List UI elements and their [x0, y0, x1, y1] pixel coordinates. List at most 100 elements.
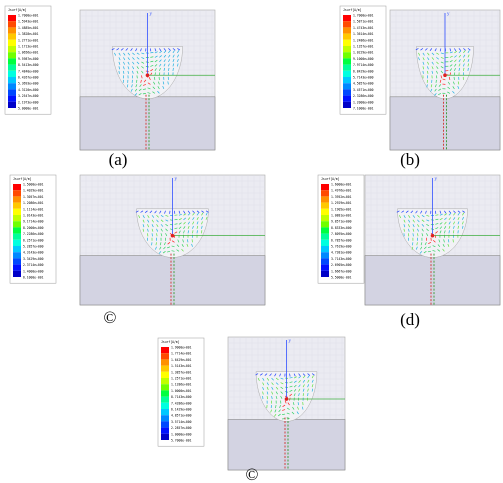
legend-value: 1.1114e+001 [23, 207, 44, 211]
legend-value: 1.2000e+000 [353, 100, 374, 104]
legend-value: 8.7143e+000 [171, 395, 192, 399]
substrate [390, 97, 500, 150]
legend-value: 9.8571e+000 [331, 220, 352, 224]
color-swatch [161, 421, 169, 427]
color-swatch [321, 227, 329, 233]
color-swatch [8, 77, 16, 83]
legend-value: 1.0143e+001 [23, 214, 44, 218]
legend-value: 2.1973e+000 [18, 100, 39, 104]
color-swatch [8, 89, 16, 95]
legend-value: 1.0229e+001 [353, 51, 374, 55]
legend-value: 3.2547e+000 [18, 94, 39, 98]
legend-value: 3.3429e+000 [23, 257, 44, 261]
legend-value: 1.3057e+001 [23, 195, 44, 199]
legend-title: Jsurf[A/m] [161, 340, 180, 344]
color-swatch [13, 240, 21, 246]
color-swatch [8, 40, 16, 46]
legend-value: 5.7000e-001 [171, 439, 192, 443]
legend-value: 8.2000e+000 [23, 226, 44, 230]
color-swatch [13, 209, 21, 215]
legend-value: 1.6429e+001 [171, 358, 192, 362]
color-swatch [8, 15, 16, 21]
color-swatch [8, 83, 16, 89]
color-swatch [321, 240, 329, 246]
legend-value: 5.0000e-001 [18, 107, 39, 111]
legend-value: 4.5857e+000 [353, 82, 374, 86]
color-swatch [343, 46, 351, 52]
legend-value: 1.2929e+001 [331, 201, 352, 205]
color-swatch [161, 366, 169, 372]
legend-value: 1.7000e+001 [18, 14, 39, 18]
legend-value: 2.6905e+000 [331, 263, 352, 267]
color-swatch [343, 52, 351, 58]
substrate [80, 97, 215, 150]
color-swatch [343, 96, 351, 102]
origin-marker [443, 73, 447, 77]
legend-value: 6.1000e-001 [23, 276, 44, 280]
caption: (b) [400, 150, 420, 169]
legend-value: 8.5413e+000 [18, 63, 39, 67]
legend-value: 1.1357e+001 [353, 45, 374, 49]
color-swatch [321, 196, 329, 202]
origin-marker [146, 73, 150, 77]
legend-value: 1.5943e+001 [18, 20, 39, 24]
simulation-view: y [228, 337, 345, 470]
color-swatch [321, 203, 329, 209]
color-swatch [343, 15, 351, 21]
color-swatch [8, 27, 16, 33]
legend-value: 7.9714e+000 [353, 63, 374, 67]
legend-value: 1.3952e+001 [331, 195, 352, 199]
legend: Jsurf[A/m]1.7000e+0011.5943e+0011.4885e+… [5, 6, 51, 114]
color-swatch [343, 89, 351, 95]
color-swatch [8, 102, 16, 108]
simulation-view: y [390, 10, 500, 150]
legend-value: 1.9000e+001 [171, 346, 192, 350]
color-swatch [321, 190, 329, 196]
legend-value: 1.7714e+001 [171, 352, 192, 356]
color-swatch [8, 34, 16, 40]
legend-value: 1.0656e+001 [18, 51, 39, 55]
legend-value: 1.1286e+001 [171, 383, 192, 387]
color-swatch [161, 359, 169, 365]
color-swatch [13, 258, 21, 264]
legend-value: 9.5987e+000 [18, 57, 39, 61]
caption: (d) [400, 310, 420, 329]
legend-value: 9.1000e+000 [353, 57, 374, 61]
legend-value: 1.6667e+000 [331, 269, 352, 273]
legend-value: 3.4571e+000 [353, 88, 374, 92]
legend-value: 5.5000e-001 [331, 276, 352, 280]
color-swatch [161, 415, 169, 421]
color-swatch [8, 65, 16, 71]
color-swatch [343, 65, 351, 71]
legend-value: 6.7857e+000 [331, 238, 352, 242]
legend-value: 1.3614e+001 [353, 32, 374, 36]
color-swatch [321, 184, 329, 190]
color-swatch [343, 34, 351, 40]
color-swatch [13, 246, 21, 252]
legend-value: 6.4267e+000 [18, 76, 39, 80]
legend-value: 1.1713e+001 [18, 45, 39, 49]
legend: Jsurf[A/m]1.5000e+0011.4029e+0011.3057e+… [10, 175, 56, 283]
legend-value: 1.1905e+001 [331, 207, 352, 211]
legend-value: 7.8095e+000 [331, 232, 352, 236]
legend-value: 1.0000e+000 [171, 432, 192, 436]
legend-value: 5.7143e+000 [353, 76, 374, 80]
legend-value: 2.3286e+000 [353, 94, 374, 98]
legend-value: 5.7619e+000 [331, 245, 352, 249]
color-swatch [321, 221, 329, 227]
legend-value: 1.3857e+001 [171, 370, 192, 374]
color-swatch [343, 102, 351, 108]
legend-value: 2.2857e+000 [171, 426, 192, 430]
color-swatch [13, 184, 21, 190]
color-swatch [161, 347, 169, 353]
color-swatch [321, 215, 329, 221]
legend-value: 4.3143e+000 [23, 251, 44, 255]
legend-value: 1.2771e+001 [18, 38, 39, 42]
color-swatch [8, 21, 16, 27]
color-swatch [321, 265, 329, 271]
legend-title: Jsurf[A/m] [13, 177, 32, 181]
color-swatch [343, 83, 351, 89]
color-swatch [343, 58, 351, 64]
legend-value: 1.5000e+001 [23, 183, 44, 187]
legend-value: 6.1429e+000 [171, 408, 192, 412]
